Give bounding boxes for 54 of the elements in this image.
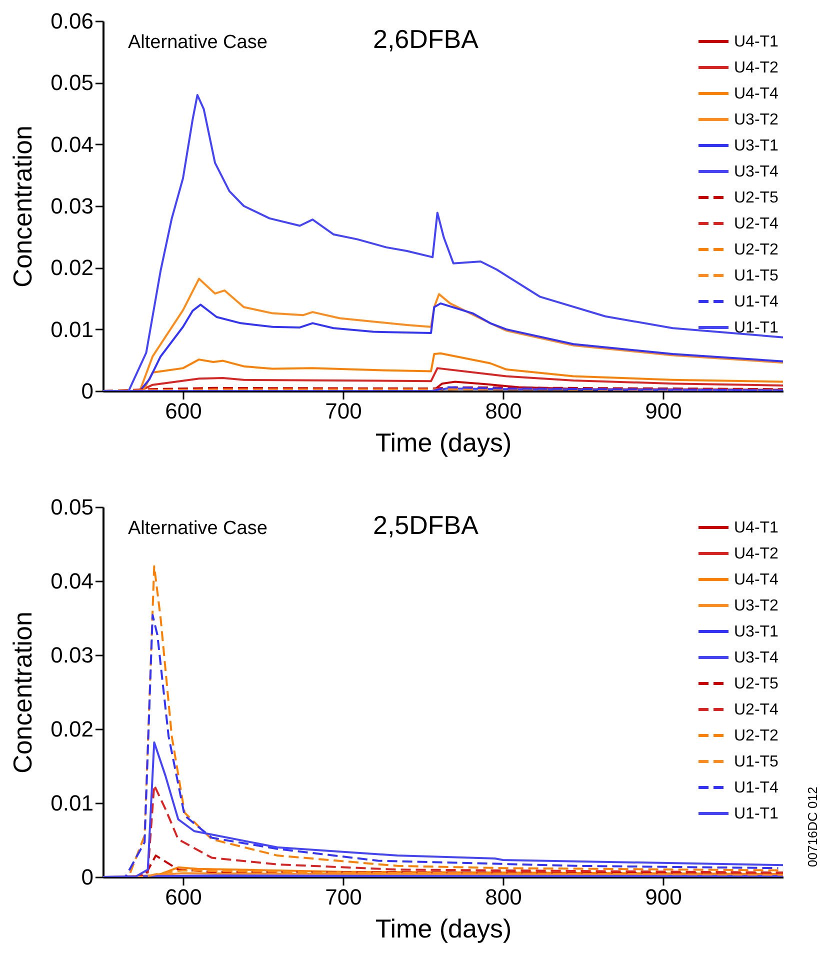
legend-label: U1-T4 [734, 780, 779, 796]
annotation: Alternative Case [128, 518, 268, 539]
legend-label: U3-T2 [734, 598, 779, 614]
chart-title: 2,5DFBA [373, 510, 480, 540]
y-tick-label: 0.04 [50, 132, 94, 157]
legend-label: U3-T1 [734, 138, 779, 154]
legend-label: U4-T4 [734, 572, 779, 588]
legend-label: U4-T2 [734, 546, 779, 562]
x-tick-label: 700 [325, 398, 362, 424]
legend-label: U3-T4 [734, 650, 779, 666]
legend-label: U2-T4 [734, 216, 779, 232]
legend-label: U2-T4 [734, 702, 779, 718]
y-tick-label: 0.04 [50, 568, 94, 594]
x-axis-title: Time (days) [375, 914, 512, 944]
y-axis-title: Concentration [8, 612, 38, 774]
x-tick-label: 800 [485, 398, 522, 424]
x-tick-label: 900 [645, 884, 682, 910]
chart-title: 2,6DFBA [373, 24, 480, 54]
legend-label: U3-T4 [734, 164, 779, 180]
y-tick-label: 0.05 [50, 494, 94, 520]
y-tick-label: 0.03 [50, 642, 94, 668]
y-tick-label: 0.06 [50, 8, 94, 34]
y-tick-label: 0 [81, 378, 94, 404]
legend-label: U2-T5 [734, 190, 779, 206]
legend-label: U3-T2 [734, 112, 779, 128]
legend-label: U1-T1 [734, 806, 779, 822]
annotation: Alternative Case [128, 32, 268, 53]
y-axis-title: Concentration [8, 126, 38, 288]
y-tick-label: 0.01 [50, 790, 94, 816]
legend-label: U4-T2 [734, 60, 779, 76]
legend-label: U4-T1 [734, 34, 779, 50]
legend-label: U4-T1 [734, 520, 779, 536]
legend-label: U2-T5 [734, 676, 779, 692]
x-axis-title: Time (days) [375, 428, 512, 458]
legend-label: U1-T4 [734, 294, 779, 310]
y-tick-label: 0 [81, 864, 94, 890]
y-tick-label: 0.05 [50, 70, 94, 96]
x-tick-label: 700 [325, 884, 362, 910]
x-tick-label: 600 [165, 398, 202, 424]
x-tick-label: 600 [165, 884, 202, 910]
legend-label: U1-T5 [734, 268, 779, 284]
legend-label: U4-T4 [734, 86, 779, 102]
x-tick-label: 800 [485, 884, 522, 910]
legend-label: U3-T1 [734, 624, 779, 640]
legend-label: U1-T1 [734, 320, 779, 336]
y-tick-label: 0.01 [50, 316, 94, 342]
x-tick-label: 900 [645, 398, 682, 424]
legend-label: U2-T2 [734, 242, 779, 258]
text: 00716DC 012 [805, 786, 820, 867]
y-tick-label: 0.02 [50, 255, 94, 280]
legend-label: U2-T2 [734, 728, 779, 744]
legend-label: U1-T5 [734, 754, 779, 770]
y-tick-label: 0.03 [50, 194, 94, 218]
y-tick-label: 0.02 [50, 716, 94, 742]
